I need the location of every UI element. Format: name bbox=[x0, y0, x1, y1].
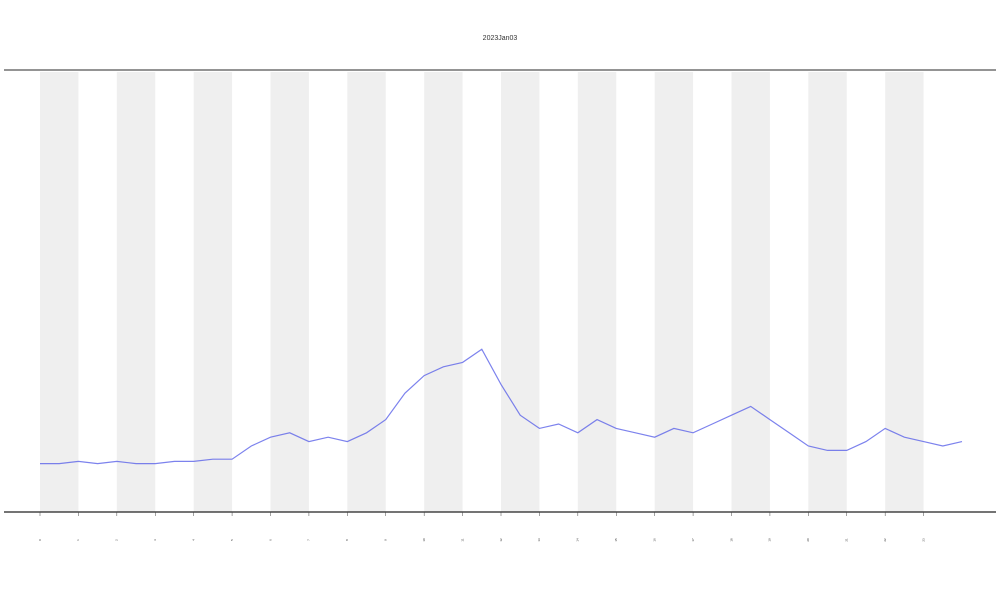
band bbox=[193, 72, 233, 512]
band bbox=[424, 72, 463, 512]
x-tick-label: 0 bbox=[38, 539, 42, 541]
x-tick-label: 2 bbox=[115, 539, 119, 541]
x-tick-label: 15 bbox=[614, 538, 618, 542]
x-tick-label: 11 bbox=[460, 538, 464, 541]
band bbox=[885, 72, 924, 512]
band bbox=[347, 72, 386, 512]
x-tick-label: 9 bbox=[384, 539, 388, 541]
band bbox=[654, 72, 694, 512]
x-tick-label: 14 bbox=[576, 538, 580, 542]
x-tick-label: 16 bbox=[652, 538, 656, 542]
band bbox=[577, 72, 617, 512]
x-tick-label: 23 bbox=[921, 538, 925, 542]
band bbox=[270, 72, 309, 512]
x-tick-label: 4 bbox=[191, 539, 195, 541]
x-tick-label: 17 bbox=[691, 538, 695, 542]
x-tick-label: 1 bbox=[76, 539, 80, 541]
x-tick-label: 18 bbox=[729, 538, 733, 542]
x-tick-label: 19 bbox=[768, 538, 772, 542]
x-tick-label: 8 bbox=[345, 539, 349, 541]
x-tick-label: 20 bbox=[806, 538, 810, 542]
x-tick-label: 10 bbox=[422, 538, 426, 542]
band bbox=[501, 72, 540, 512]
x-tick-label: 3 bbox=[153, 539, 157, 541]
x-tick-label: 13 bbox=[537, 538, 541, 542]
x-tick-label: 6 bbox=[268, 539, 272, 541]
band bbox=[808, 72, 847, 512]
chart-title: 2023Jan03 bbox=[483, 35, 518, 42]
x-tick-label: 21 bbox=[845, 538, 849, 542]
x-tick-label: 7 bbox=[307, 539, 311, 541]
x-tick-label: 12 bbox=[499, 538, 503, 542]
x-tick-label: 22 bbox=[883, 538, 887, 542]
band bbox=[40, 72, 79, 512]
band bbox=[116, 72, 156, 512]
line-series bbox=[40, 348, 963, 465]
x-tick-label: 5 bbox=[230, 539, 234, 541]
band bbox=[731, 72, 770, 512]
